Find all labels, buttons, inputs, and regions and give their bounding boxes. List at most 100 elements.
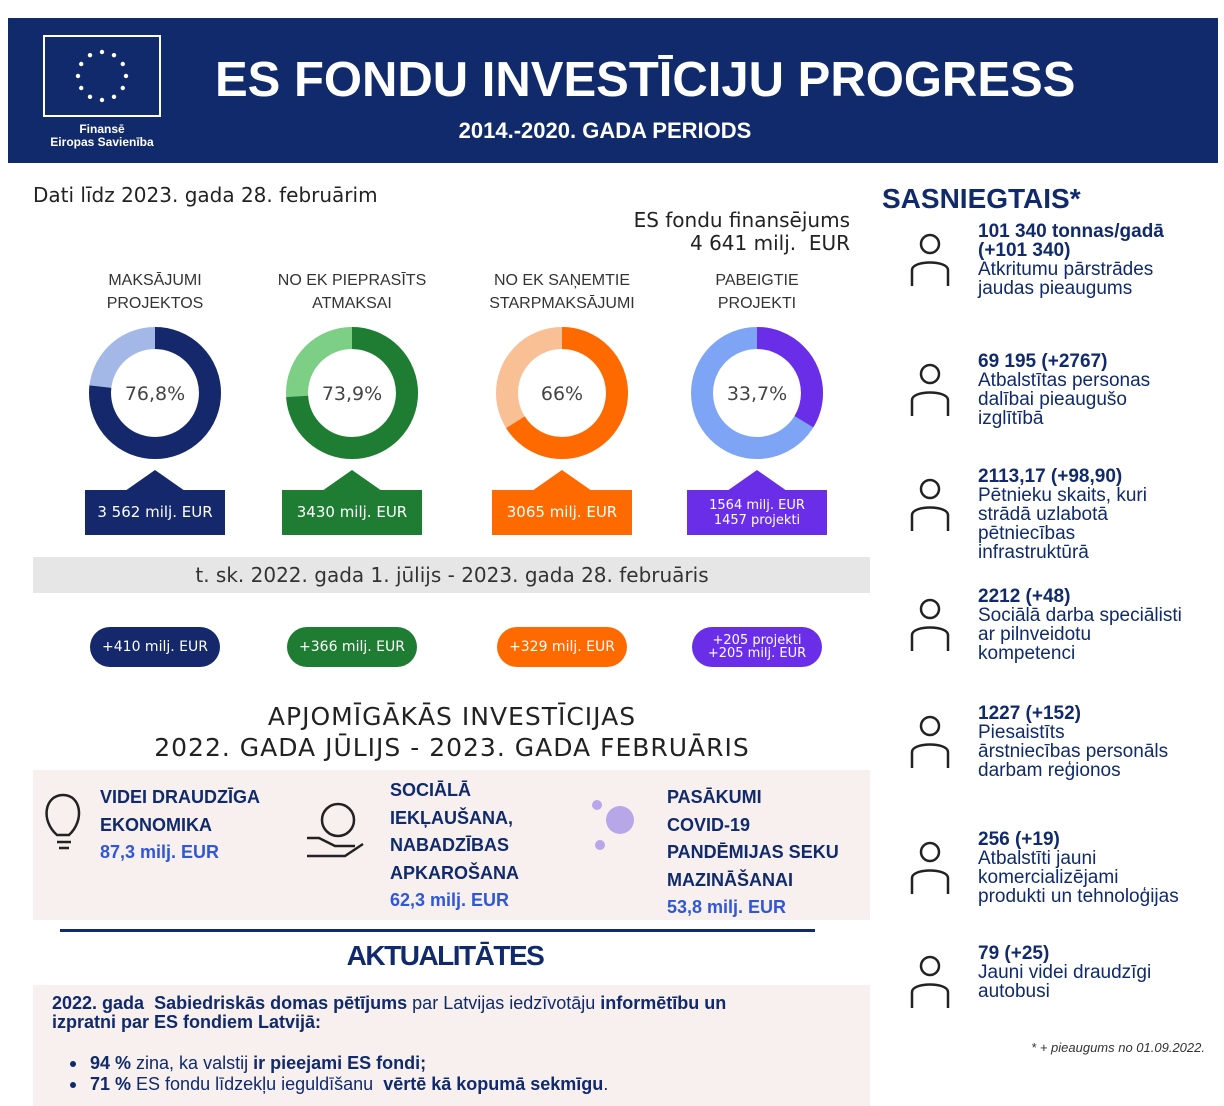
period-note: t. sk. 2022. gada 1. jūlijs - 2023. gada…: [195, 563, 709, 587]
investment-amount: 87,3 milj. EUR: [100, 842, 220, 862]
achievement-text: pētniecības: [978, 523, 1076, 544]
achievement-headline: 1227 (+152): [978, 703, 1081, 724]
text-segment: ir pieejami ES fondi;: [253, 1053, 427, 1073]
amount-box: 3430 milj. EUR: [282, 490, 422, 535]
donut-value: [286, 327, 418, 459]
amount: 3065 milj. EUR: [506, 503, 618, 521]
investment-name: IEKĻAUŠANA,: [390, 807, 514, 828]
funded-by: Finansē: [79, 122, 125, 136]
change: +410 milj. EUR: [102, 638, 208, 655]
indicator-label: ATMAKSAI: [312, 295, 392, 312]
achievement-text: ar pilnveidotu: [978, 624, 1092, 645]
subtitle: 2014.-2020. GADA PERIODS: [458, 118, 752, 143]
donut-label: 73,9%: [321, 383, 383, 405]
text-segment: vērtē kā kopumā sekmīgu: [383, 1074, 604, 1094]
indicator-label: PROJEKTOS: [106, 295, 204, 312]
text-segment: zina, ka valstij: [131, 1053, 254, 1073]
investment-name: PASĀKUMI: [667, 787, 762, 807]
funded-by: Eiropas Savienība: [50, 135, 154, 149]
indicator-label: STARPMAKSĀJUMI: [489, 295, 635, 312]
news-title: AKTUALITĀTES: [346, 940, 545, 971]
indicator-label: PABEIGTIE: [715, 272, 799, 289]
achievement-text: izglītībā: [978, 408, 1044, 429]
donut: [496, 327, 628, 491]
indicator-label: PROJEKTI: [717, 295, 797, 312]
text-segment: par Latvijas iedzīvotāju: [407, 993, 601, 1013]
achievement-text: Atkritumu pārstrādes: [978, 259, 1154, 280]
achievement-headline: 101 340 tonnas/gadā: [978, 221, 1164, 242]
change: +366 milj. EUR: [299, 638, 405, 655]
achievement-text: Atbalstītas personas: [978, 370, 1151, 391]
news-band: [33, 985, 870, 1106]
indicator-label: NO EK SAŅEMTIE: [493, 272, 631, 289]
investment-name: SOCIĀLĀ: [390, 780, 471, 800]
change-pill: +410 milj. EUR: [90, 627, 220, 667]
achievement-headline: (+101 340): [978, 240, 1071, 261]
achievement-text: jaudas pieaugums: [978, 278, 1133, 299]
text-segment: .: [603, 1074, 609, 1094]
change: +205 milj. EUR: [707, 646, 807, 661]
achievement-headline: 2113,17 (+98,90): [978, 466, 1123, 487]
news-intro: izpratni par ES fondiem Latvijā:: [52, 1012, 321, 1033]
indicator-label: MAKSĀJUMI: [108, 272, 202, 289]
achievement-text: komercializējami: [978, 867, 1119, 888]
achievement-headline: 2212 (+48): [978, 586, 1071, 607]
achievements-title: SASNIEGTAIS*: [882, 183, 1081, 214]
achievement-text: infrastruktūrā: [978, 542, 1089, 563]
achievement-headline: 69 195 (+2767): [978, 351, 1108, 372]
divider: [60, 929, 815, 932]
investment-name: PANDĒMIJAS SEKU: [667, 842, 839, 862]
investment-name: NABADZĪBAS: [390, 835, 509, 855]
achievement-text: dalībai pieaugušo: [978, 389, 1127, 410]
achievement-icon: [910, 363, 950, 416]
text-segment: 71 %: [90, 1074, 132, 1094]
period-band: [33, 557, 870, 593]
change: +329 milj. EUR: [509, 638, 615, 655]
achievement-icon: [910, 841, 950, 894]
text-segment: Sabiedriskās domas pētījums: [154, 993, 408, 1013]
eu-flag: [43, 35, 161, 117]
date-note: Dati līdz 2023. gada 28. februārim: [33, 183, 378, 207]
achievement-text: Pētnieku skaits, kuri: [978, 485, 1147, 506]
achievement-text: kompetenci: [978, 643, 1076, 664]
donut-label: 33,7%: [726, 383, 788, 405]
total: 4 641 milj. EUR: [689, 231, 850, 255]
achievement-icon: [910, 233, 950, 286]
news-bullet: 94 % zina, ka valstij ir pieejami ES fon…: [90, 1053, 426, 1074]
bullet-dot: [70, 1082, 76, 1088]
achievement-icon: [910, 955, 950, 1008]
investment-name: VIDEI DRAUDZĪGA: [100, 787, 261, 807]
icon-hand: [307, 802, 364, 858]
investments-title: 2022. GADA JŪLIJS - 2023. GADA FEBRUĀRIS: [154, 733, 750, 762]
achievement-text: strādā uzlabotā: [978, 504, 1108, 525]
investment-name: COVID-19: [667, 814, 751, 835]
investment-name: APKAROŠANA: [390, 862, 520, 883]
change-pill: +366 milj. EUR: [287, 627, 417, 667]
achievement-text: Piesaistīts: [978, 722, 1065, 743]
donut: [89, 327, 221, 491]
achievement-text: ārstniecības personāls: [978, 741, 1169, 762]
donut-label: 66%: [540, 383, 584, 405]
pointer: [125, 470, 185, 491]
news-intro: 2022. gada Sabiedriskās domas pētījums p…: [52, 993, 726, 1014]
amount-box: 1564 milj. EUR 1457 projekti: [687, 490, 827, 535]
achievement-icon: [910, 715, 950, 768]
indicator-label: NO EK PIEPRASĪTS: [277, 272, 427, 289]
achievement-headline: 256 (+19): [978, 829, 1060, 850]
donut-label: 76,8%: [124, 383, 186, 405]
donut: [691, 327, 823, 491]
change-pill: +205 projekti +205 milj. EUR: [692, 627, 822, 667]
header-band: [8, 18, 1218, 163]
text-segment: informētību un: [600, 993, 727, 1013]
bullet-dot: [70, 1061, 76, 1067]
investment-amount: 53,8 milj. EUR: [667, 897, 787, 917]
pointer: [322, 470, 382, 491]
news-bullet: 71 % ES fondu līdzekļu ieguldīšanu vērtē…: [90, 1074, 608, 1095]
change-pill: +329 milj. EUR: [497, 627, 627, 667]
investment-name: EKONOMIKA: [100, 814, 212, 835]
text-segment: 2022. gada: [52, 993, 155, 1013]
investment-amount: 62,3 milj. EUR: [390, 890, 510, 910]
donut-value: [496, 327, 628, 459]
text-segment: ES fondu līdzekļu ieguldīšanu: [131, 1074, 384, 1094]
achievement-headline: 79 (+25): [978, 943, 1050, 964]
